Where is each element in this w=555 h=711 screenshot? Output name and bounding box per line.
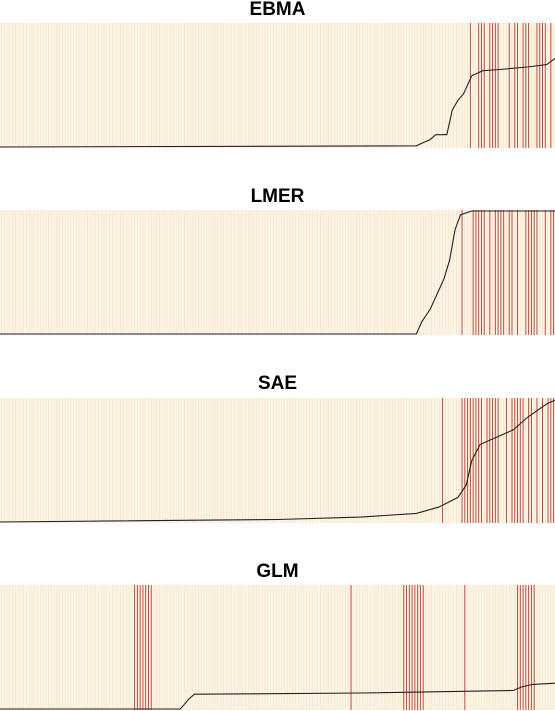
predicted-probability-line	[0, 57, 555, 148]
chart-title: GLM	[256, 561, 299, 582]
plot-background	[0, 585, 555, 710]
predicted-probability-line	[0, 682, 555, 710]
chart-title: LMER	[250, 186, 305, 207]
plot-area	[0, 210, 555, 335]
plot-area	[0, 23, 555, 148]
predicted-probability-line	[0, 210, 555, 335]
chart-title: SAE	[257, 373, 298, 394]
plot-area	[0, 585, 555, 710]
chart-title: EBMA	[249, 0, 306, 20]
plot-area	[0, 398, 555, 523]
predicted-probability-line	[0, 399, 555, 523]
plot-background	[0, 23, 555, 148]
plot-background	[0, 210, 555, 335]
